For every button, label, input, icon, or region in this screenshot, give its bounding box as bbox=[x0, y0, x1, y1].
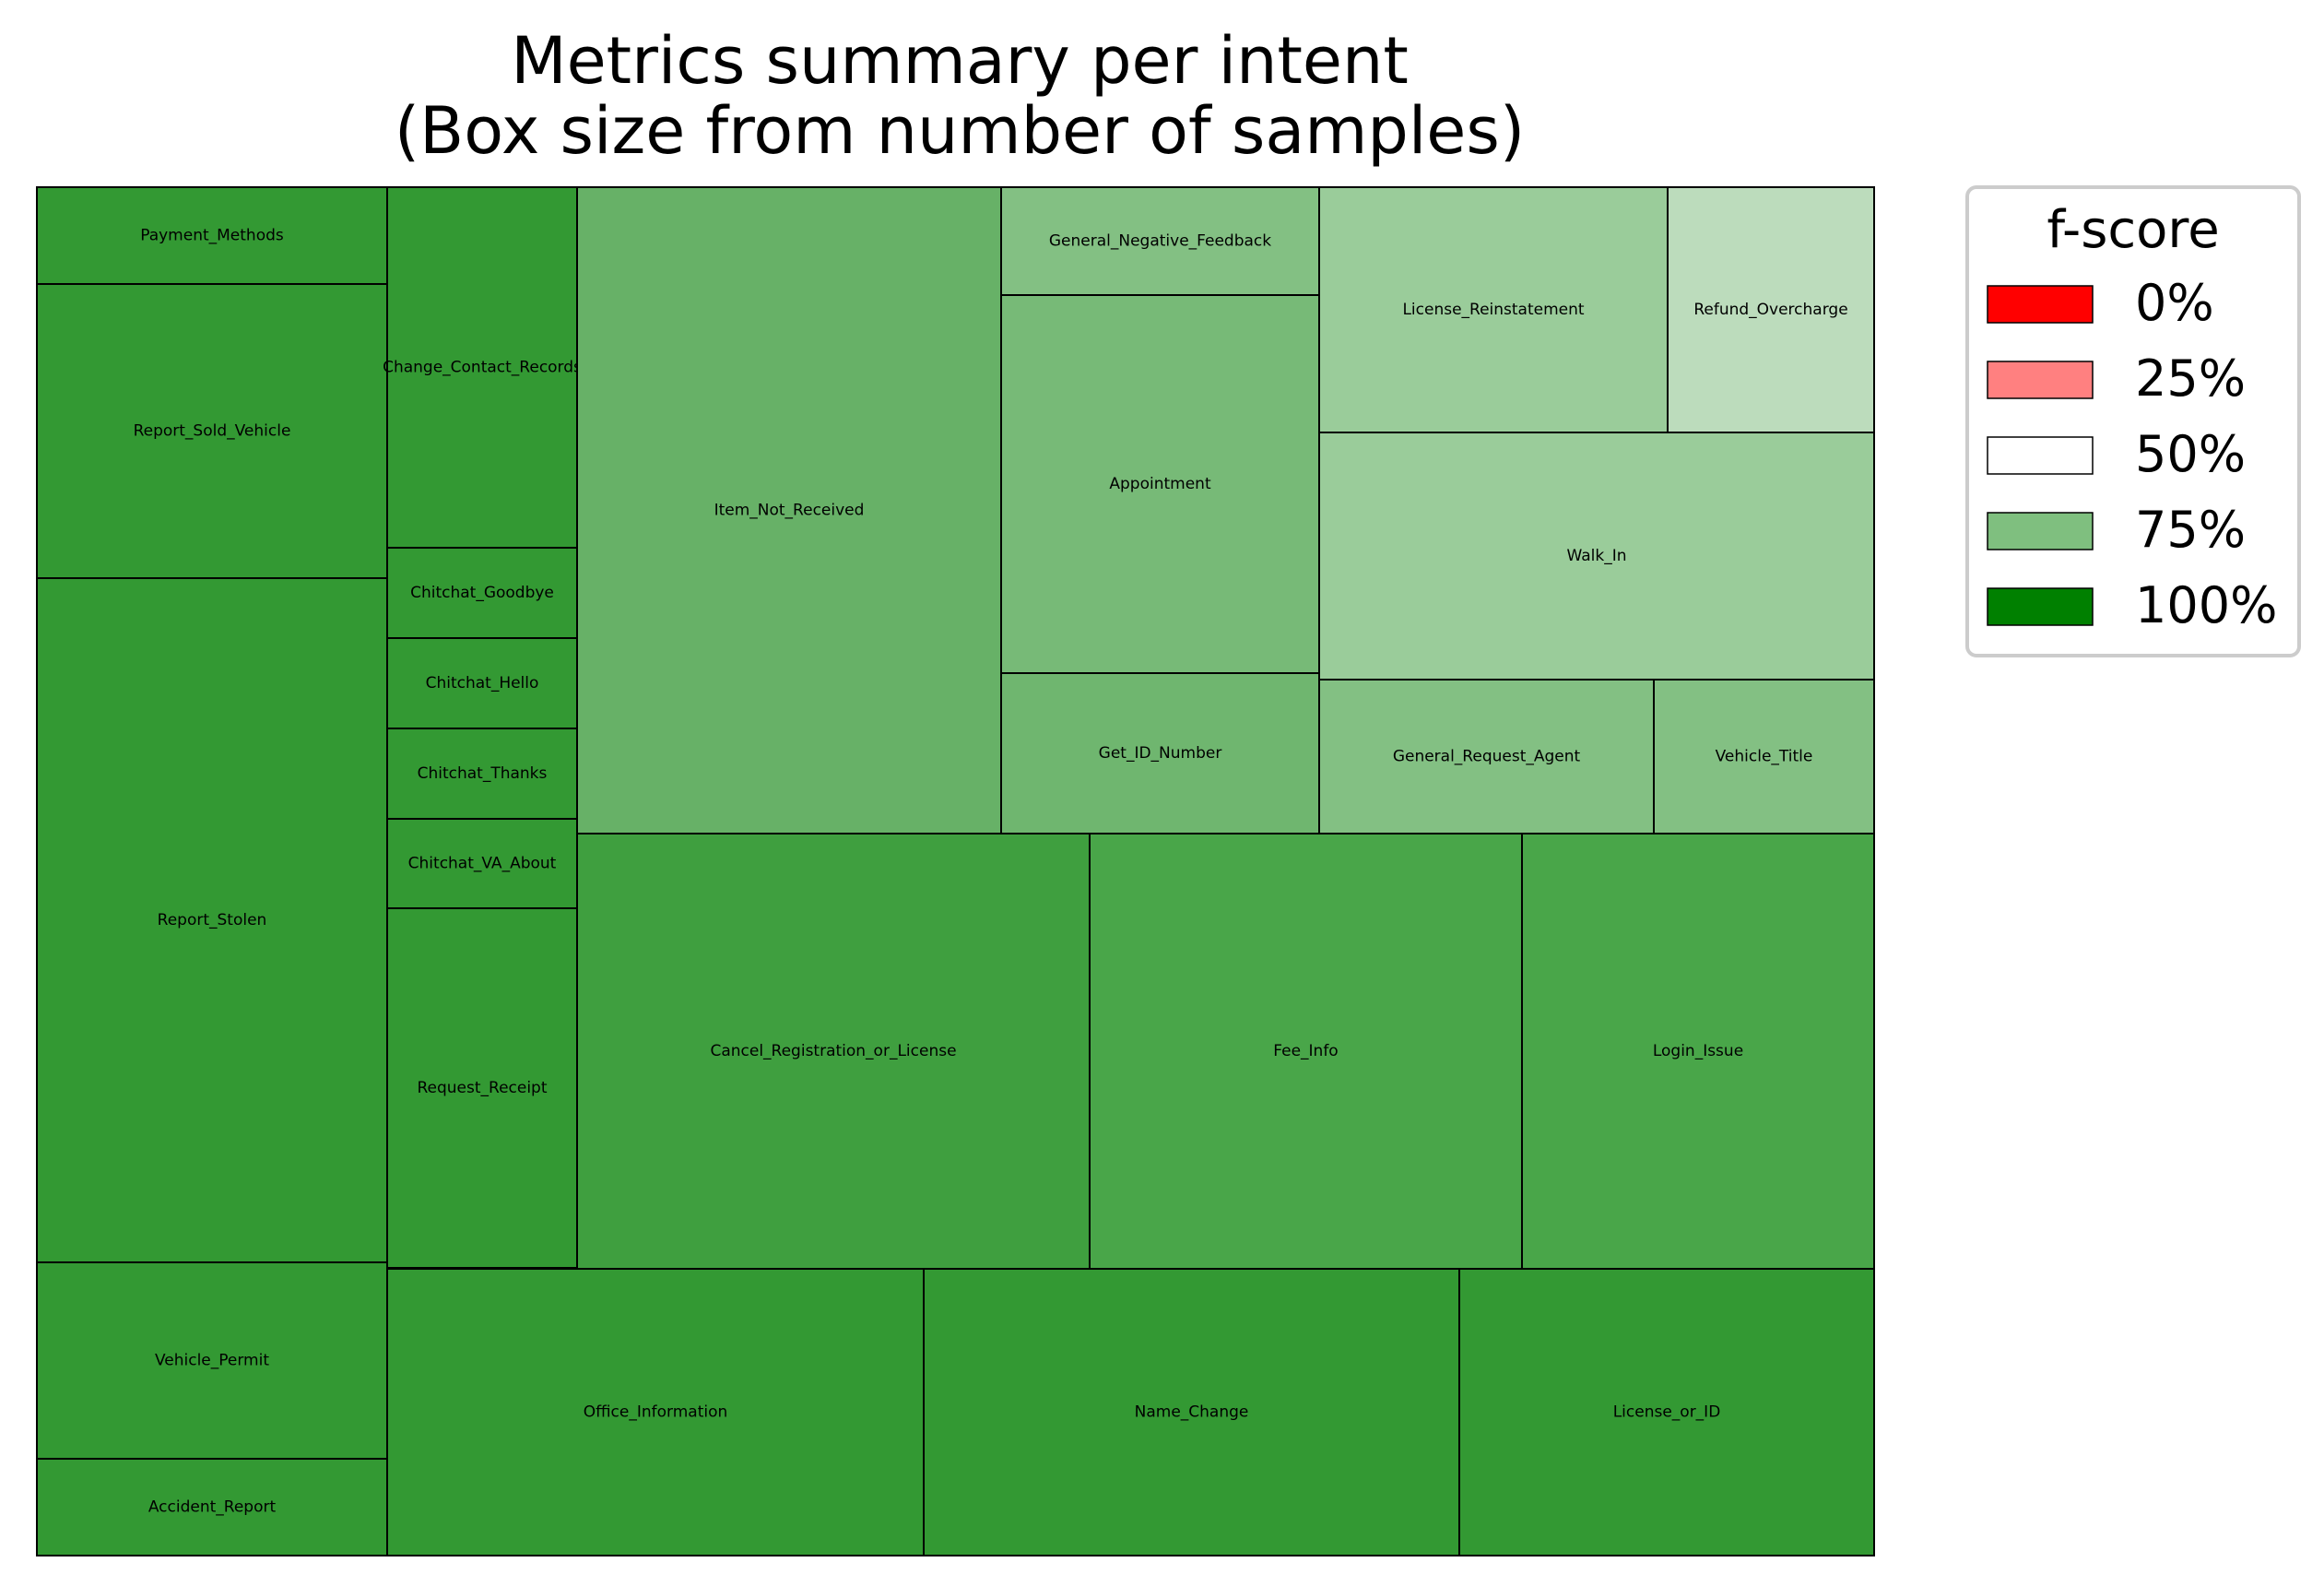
treemap-cell-item-not-received: Item_Not_Received bbox=[576, 186, 1002, 834]
treemap-cell-rect bbox=[1000, 294, 1320, 674]
treemap-cell-name-change: Name_Change bbox=[923, 1268, 1460, 1556]
treemap-cell-chitchat-hello: Chitchat_Hello bbox=[386, 637, 578, 729]
treemap-cell-rect bbox=[36, 1261, 388, 1460]
treemap-cell-rect bbox=[386, 637, 578, 729]
legend-label: 100% bbox=[2135, 576, 2277, 634]
treemap-cell-rect bbox=[386, 907, 578, 1269]
treemap-cell-label: License_Reinstatement bbox=[1402, 301, 1584, 319]
legend-title: f-score bbox=[2047, 200, 2219, 260]
legend-label: 0% bbox=[2135, 274, 2214, 332]
legend-label: 75% bbox=[2135, 501, 2246, 559]
treemap-cell-label: Accident_Report bbox=[148, 1498, 277, 1517]
treemap-cell-rect bbox=[1458, 1268, 1875, 1556]
treemap-cell-report-stolen: Report_Stolen bbox=[36, 577, 388, 1263]
treemap-cell-rect bbox=[1318, 432, 1875, 681]
treemap-cell-vehicle-title: Vehicle_Title bbox=[1653, 679, 1875, 834]
treemap-cell-label: Walk_In bbox=[1567, 547, 1627, 565]
treemap-cell-general-negative-feedback: General_Negative_Feedback bbox=[1000, 186, 1320, 296]
treemap-cell-license-or-id: License_or_ID bbox=[1458, 1268, 1875, 1556]
treemap-cell-label: Fee_Info bbox=[1273, 1042, 1338, 1060]
legend-label: 50% bbox=[2135, 425, 2246, 483]
treemap-cell-chitchat-thanks: Chitchat_Thanks bbox=[386, 728, 578, 820]
treemap-cell-rect bbox=[386, 818, 578, 909]
chart-title: Metrics summary per intent (Box size fro… bbox=[37, 26, 1882, 166]
treemap-cell-rect bbox=[386, 1268, 925, 1556]
treemap-cell-appointment: Appointment bbox=[1000, 294, 1320, 674]
treemap-cell-rect bbox=[576, 186, 1002, 834]
treemap-cell-rect bbox=[576, 833, 1091, 1270]
treemap-cell-rect bbox=[1521, 833, 1875, 1270]
treemap-cell-rect bbox=[36, 577, 388, 1263]
treemap-cell-label: Report_Stolen bbox=[158, 911, 267, 929]
treemap-cell-rect bbox=[386, 186, 578, 549]
treemap-cell-label: Change_Contact_Records bbox=[383, 359, 582, 377]
treemap-cell-label: General_Request_Agent bbox=[1393, 748, 1581, 766]
legend-swatch bbox=[1987, 512, 2094, 550]
treemap-cell-label: Office_Information bbox=[584, 1403, 728, 1422]
treemap-cell-get-id-number: Get_ID_Number bbox=[1000, 672, 1320, 834]
legend: f-score 0% 25% 50% 75% 100% bbox=[1965, 185, 2301, 657]
treemap-cell-rect bbox=[923, 1268, 1460, 1556]
treemap-cell-label: License_or_ID bbox=[1613, 1403, 1721, 1422]
treemap-cell-general-request-agent: General_Request_Agent bbox=[1318, 679, 1655, 834]
treemap-cell-label: Chitchat_Hello bbox=[426, 674, 539, 692]
treemap-cell-walk-in: Walk_In bbox=[1318, 432, 1875, 681]
treemap-cell-cancel-registration-or-license: Cancel_Registration_or_License bbox=[576, 833, 1091, 1270]
treemap-cell-refund-overcharge: Refund_Overcharge bbox=[1667, 186, 1875, 433]
treemap-cell-rect bbox=[1000, 186, 1320, 296]
treemap-cell-label: Appointment bbox=[1109, 475, 1211, 493]
legend-swatch bbox=[1987, 587, 2094, 626]
treemap-cell-label: Chitchat_VA_About bbox=[408, 855, 557, 873]
legend-swatch bbox=[1987, 361, 2094, 399]
treemap-cell-label: Chitchat_Goodbye bbox=[410, 584, 554, 602]
legend-swatch bbox=[1987, 285, 2094, 324]
plot-frame bbox=[36, 186, 1875, 1556]
treemap-cell-rect bbox=[1089, 833, 1523, 1270]
treemap-cell-vehicle-permit: Vehicle_Permit bbox=[36, 1261, 388, 1460]
treemap-cell-label: Request_Receipt bbox=[417, 1079, 547, 1097]
treemap-cell-label: Report_Sold_Vehicle bbox=[134, 422, 291, 441]
treemap-cell-rect bbox=[1667, 186, 1875, 433]
treemap-cell-rect bbox=[36, 1458, 388, 1556]
treemap-cell-request-receipt: Request_Receipt bbox=[386, 907, 578, 1269]
legend-swatch bbox=[1987, 436, 2094, 475]
treemap-cell-chitchat-goodbye: Chitchat_Goodbye bbox=[386, 547, 578, 639]
treemap-cell-label: Name_Change bbox=[1135, 1403, 1249, 1422]
treemap-cell-license-reinstatement: License_Reinstatement bbox=[1318, 186, 1669, 433]
treemap-cell-payment-methods: Payment_Methods bbox=[36, 186, 388, 285]
treemap-cell-label: Cancel_Registration_or_License bbox=[710, 1042, 956, 1060]
treemap-cell-label: Vehicle_Title bbox=[1716, 748, 1813, 766]
treemap-cell-login-issue: Login_Issue bbox=[1521, 833, 1875, 1270]
treemap-cell-label: Payment_Methods bbox=[140, 227, 284, 245]
treemap-cell-change-contact-records: Change_Contact_Records bbox=[383, 186, 582, 549]
treemap-cell-label: Refund_Overcharge bbox=[1693, 301, 1847, 319]
treemap-cells: Payment_Methods Report_Sold_Vehicle Report… bbox=[36, 186, 1875, 1556]
treemap-cell-label: Vehicle_Permit bbox=[155, 1352, 269, 1370]
chart-title-line-2: (Box size from number of samples) bbox=[394, 93, 1526, 169]
legend-label: 25% bbox=[2135, 349, 2246, 408]
treemap-cell-label: Login_Issue bbox=[1653, 1042, 1743, 1060]
treemap-cell-office-information: Office_Information bbox=[386, 1268, 925, 1556]
treemap-cell-rect bbox=[386, 547, 578, 639]
treemap-cell-label: Item_Not_Received bbox=[714, 502, 865, 520]
treemap-cell-chitchat-va-about: Chitchat_VA_About bbox=[386, 818, 578, 909]
treemap-cell-report-sold-vehicle: Report_Sold_Vehicle bbox=[36, 283, 388, 579]
treemap-cell-fee-info: Fee_Info bbox=[1089, 833, 1523, 1270]
treemap-cell-accident-report: Accident_Report bbox=[36, 1458, 388, 1556]
chart-title-line-1: Metrics summary per intent bbox=[511, 23, 1409, 99]
treemap-cell-label: General_Negative_Feedback bbox=[1049, 232, 1271, 251]
treemap-cell-label: Get_ID_Number bbox=[1099, 744, 1222, 763]
treemap-cell-label: Chitchat_Thanks bbox=[418, 764, 548, 783]
